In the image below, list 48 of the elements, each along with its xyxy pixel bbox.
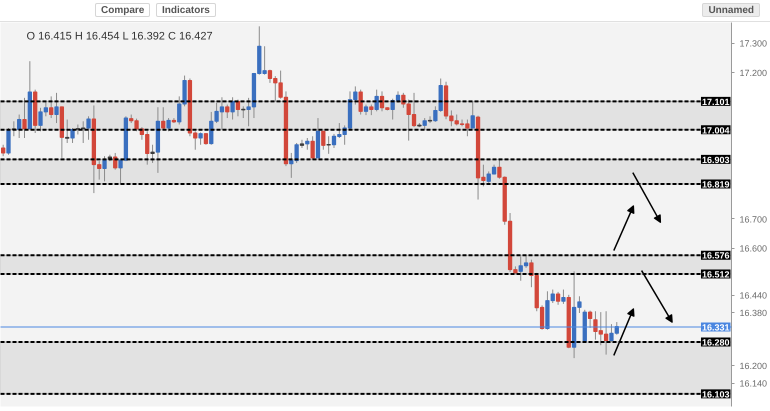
candlestick xyxy=(374,89,379,112)
candlestick xyxy=(369,104,374,116)
candlestick xyxy=(225,104,230,119)
ref-line-label: 16.512 xyxy=(702,270,730,280)
candlestick xyxy=(241,106,246,119)
candlestick xyxy=(556,291,560,306)
candlestick xyxy=(470,101,475,130)
ref-line-label: 16.819 xyxy=(702,180,730,190)
candlestick xyxy=(561,289,566,304)
candlestick xyxy=(6,128,11,156)
ref-line-label: 17.101 xyxy=(702,96,730,107)
candlestick xyxy=(358,89,363,116)
y-tick-label: 16.200 xyxy=(740,360,768,371)
candlestick xyxy=(198,132,203,146)
y-tick-label: 16.140 xyxy=(740,378,768,389)
candlestick xyxy=(161,106,166,130)
y-tick-label: 16.700 xyxy=(740,214,768,224)
candlestick xyxy=(86,116,91,140)
candlestick xyxy=(321,130,326,150)
y-tick-label: 16.600 xyxy=(740,244,768,254)
y-tick-label: 16.440 xyxy=(740,290,768,301)
ref-line-label: 16.103 xyxy=(702,389,730,400)
text: Indicators xyxy=(156,3,216,17)
candlestick xyxy=(305,137,310,150)
y-tick-label: 17.300 xyxy=(740,38,768,49)
candlestick xyxy=(364,104,368,116)
ref-line-label: 16.576 xyxy=(702,250,730,261)
candlestick xyxy=(22,97,27,138)
candlestick xyxy=(204,132,208,146)
y-tick-label: 16.380 xyxy=(740,308,768,318)
candlestick xyxy=(230,96,235,120)
candlestick xyxy=(49,96,54,119)
candlestick xyxy=(422,118,427,130)
ref-line-label: 16.331 xyxy=(702,322,730,333)
candlestick xyxy=(166,118,171,132)
candlestick xyxy=(310,136,315,160)
ref-line-label: 16.903 xyxy=(702,154,730,165)
candlestick xyxy=(588,310,592,328)
candlestick xyxy=(326,136,331,154)
candlestick xyxy=(17,114,22,138)
candlestick xyxy=(1,144,6,157)
annotation: O 16.415 H 16.454 L 16.392 C 16.427 xyxy=(26,30,213,42)
y-tick-label: 17.200 xyxy=(740,68,768,78)
candlestick xyxy=(54,92,59,124)
ref-line-label: 16.280 xyxy=(702,338,730,348)
ref-line-label: 17.004 xyxy=(702,125,730,136)
text: Compare xyxy=(95,3,150,17)
text: Unnamed xyxy=(702,3,760,17)
